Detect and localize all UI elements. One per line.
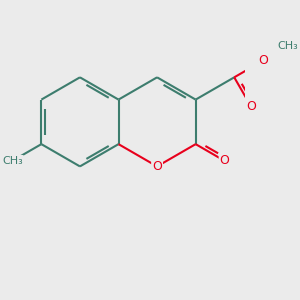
Text: O: O [258, 54, 268, 67]
Text: CH₃: CH₃ [2, 156, 23, 166]
Text: O: O [152, 160, 162, 173]
Text: O: O [246, 100, 256, 113]
Text: CH₃: CH₃ [278, 41, 298, 51]
Text: O: O [220, 154, 230, 167]
